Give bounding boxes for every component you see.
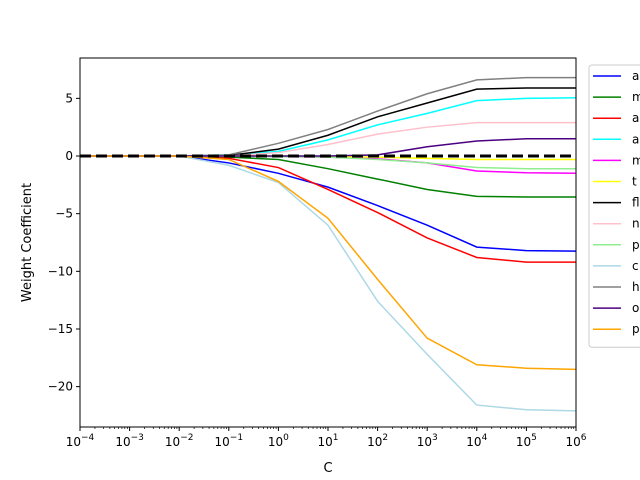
legend-label: m bbox=[632, 153, 640, 167]
legend-label: t bbox=[632, 175, 637, 189]
x-tick-label: 102 bbox=[367, 433, 388, 449]
x-axis-label: C bbox=[323, 461, 332, 476]
y-tick-label: −20 bbox=[48, 380, 73, 394]
x-tick-label: 100 bbox=[268, 433, 289, 449]
x-tick-label: 103 bbox=[417, 433, 438, 449]
legend-label: fl bbox=[632, 196, 640, 210]
x-tick-label: 106 bbox=[565, 433, 586, 449]
plot-lines bbox=[80, 76, 577, 412]
x-tick-label: 105 bbox=[516, 433, 537, 449]
legend-label: a bbox=[632, 132, 639, 146]
legend-label: c bbox=[632, 259, 639, 273]
y-tick-label: −15 bbox=[48, 322, 73, 336]
legend-label: p bbox=[632, 238, 640, 252]
x-tick-label: 101 bbox=[317, 433, 338, 449]
y-tick-label: −5 bbox=[55, 207, 73, 221]
x-tick-label: 10−3 bbox=[115, 433, 144, 449]
y-tick-label: −10 bbox=[48, 264, 73, 278]
x-tick-label: 10−2 bbox=[165, 433, 194, 449]
legend-label: a bbox=[632, 111, 639, 125]
y-axis: 5 0 −5 −10 −15 −20 bbox=[48, 91, 80, 394]
x-tick-label: 104 bbox=[466, 433, 487, 449]
legend-label: h bbox=[632, 280, 640, 294]
y-tick-label: 5 bbox=[65, 91, 73, 105]
legend-frame bbox=[588, 64, 640, 348]
legend-label: m bbox=[632, 90, 640, 104]
legend-label: o bbox=[632, 301, 639, 315]
legend-label: p bbox=[632, 322, 640, 336]
x-axis: 10−4 10−3 10−2 10−1 100 101 102 103 104 105 106 bbox=[66, 427, 587, 449]
legend-label: n bbox=[632, 217, 640, 231]
y-tick-label: 0 bbox=[65, 149, 73, 163]
x-tick-label: 10−4 bbox=[66, 433, 95, 449]
legend-label: a bbox=[632, 69, 639, 83]
x-tick-label: 10−1 bbox=[215, 433, 244, 449]
y-axis-label: Weight Coefficient bbox=[20, 183, 35, 302]
